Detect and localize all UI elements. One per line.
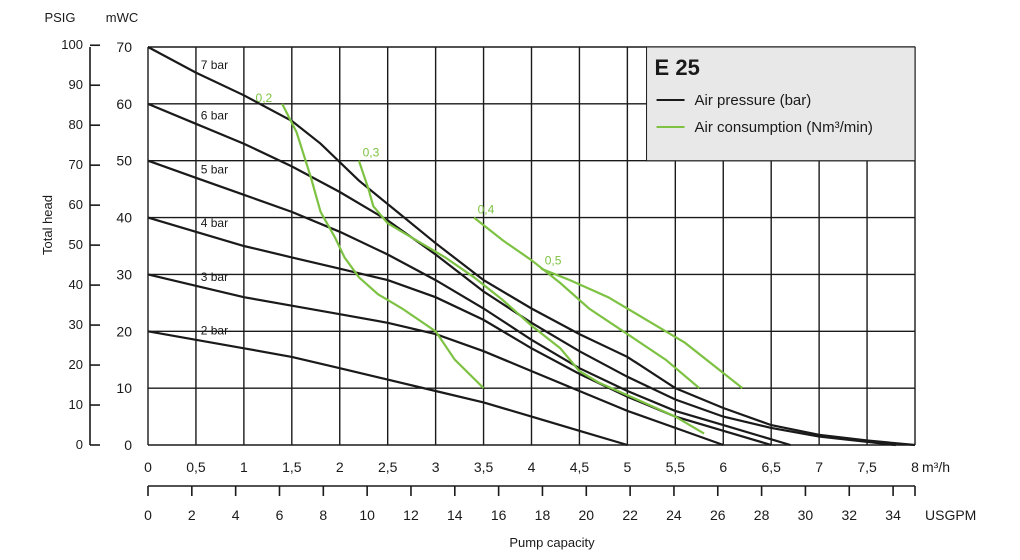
x-primary-tick-label: 8 — [911, 459, 919, 475]
x-primary-tick-label: 5,5 — [666, 459, 686, 475]
x-primary-tick-label: 6 — [719, 459, 727, 475]
consumption-curve-label: 0,4 — [478, 203, 495, 217]
y-secondary-tick-label: 80 — [69, 117, 83, 132]
y-secondary-tick-label: 30 — [69, 317, 83, 332]
x-secondary-tick-label: 16 — [491, 507, 507, 523]
pressure-curve-line — [147, 159, 791, 447]
pressure-curve-label: 4 bar — [201, 216, 228, 230]
x-primary-tick-label: 7,5 — [857, 459, 877, 475]
x-primary-tick-label: 4,5 — [570, 459, 590, 475]
pressure-curve-line — [147, 46, 916, 447]
consumption-curve-line — [473, 216, 701, 389]
y-secondary-tick-label: 20 — [69, 357, 83, 372]
x-secondary-tick-label: 0 — [144, 507, 152, 523]
pressure-curve-line — [147, 330, 628, 447]
consumption-curve-label: 0,3 — [363, 146, 380, 160]
x-primary-tick-label: 3,5 — [474, 459, 494, 475]
consumption-curve-line — [281, 103, 485, 389]
y-primary-tick-label: 50 — [116, 153, 132, 169]
pressure-curve-label: 7 bar — [201, 58, 228, 72]
x-primary-tick-label: 2 — [336, 459, 344, 475]
y-axis-title: Total head — [40, 195, 55, 255]
air-consumption-curves: 0,2 0,3 0,4 0,5 — [256, 91, 744, 435]
y-primary-tick-label: 10 — [116, 380, 132, 396]
x-primary-tick-label: 7 — [815, 459, 823, 475]
x-secondary-tick-label: 32 — [841, 507, 857, 523]
y-secondary-tick-label: 0 — [76, 437, 83, 452]
x-secondary-tick-label: 4 — [232, 507, 240, 523]
y-secondary-tick-label: 90 — [69, 77, 83, 92]
y-secondary-tick-label: 60 — [69, 197, 83, 212]
y-primary-tick-label: 30 — [116, 266, 132, 282]
x-primary-tick-label: 2,5 — [378, 459, 398, 475]
x-secondary-tick-label: 28 — [754, 507, 770, 523]
x-secondary-tick-label: 24 — [666, 507, 682, 523]
y-primary-tick-label: 70 — [116, 39, 132, 55]
y-secondary-tick-label: 40 — [69, 277, 83, 292]
x-primary-tick-label: 0,5 — [186, 459, 206, 475]
x-secondary-tick-label: 22 — [622, 507, 638, 523]
x-primary-unit-label: m³/h — [922, 459, 950, 475]
pressure-curve-line — [147, 273, 724, 447]
legend-label-air-pressure: Air pressure (bar) — [695, 92, 812, 109]
x-primary-tick-label: 6,5 — [761, 459, 781, 475]
x-secondary-unit-label: USGPM — [925, 507, 976, 523]
legend-label-air-consumption: Air consumption (Nm³/min) — [695, 119, 873, 136]
air-pressure-curves: 7 bar 6 bar 5 bar 4 bar 3 bar 2 bar — [147, 46, 916, 447]
y-primary-tick-label: 0 — [124, 437, 132, 453]
x-secondary-tick-label: 8 — [319, 507, 327, 523]
chart-title: E 25 — [655, 55, 700, 80]
x-secondary-tick-label: 6 — [276, 507, 284, 523]
pressure-curve-line — [147, 102, 896, 447]
x-primary-tick-label: 3 — [432, 459, 440, 475]
x-secondary-tick-label: 10 — [359, 507, 375, 523]
consumption-curve-line — [357, 160, 705, 435]
consumption-curve-label: 0,2 — [256, 91, 273, 105]
x-primary-tick-label: 0 — [144, 459, 152, 475]
x-primary-tick-label: 1 — [240, 459, 248, 475]
pressure-curve-label: 2 bar — [201, 324, 228, 338]
consumption-curve-label: 0,5 — [545, 254, 562, 268]
y-primary-tick-label: 20 — [116, 323, 132, 339]
y-primary-tick-label: 40 — [116, 210, 132, 226]
x-primary-tick-label: 4 — [528, 459, 536, 475]
x-secondary-tick-label: 18 — [535, 507, 551, 523]
x-primary-tick-label: 5 — [623, 459, 631, 475]
x-secondary-tick-label: 30 — [798, 507, 814, 523]
pressure-curve-label: 3 bar — [201, 270, 228, 284]
legend-background — [646, 46, 916, 162]
x-secondary-tick-label: 14 — [447, 507, 463, 523]
y-secondary-tick-label: 70 — [69, 157, 83, 172]
chart-axes: PSIG mWC Total head m³/h USGPM Pump capa… — [40, 10, 976, 550]
consumption-curve-line — [540, 267, 744, 389]
x-primary-tick-label: 1,5 — [282, 459, 302, 475]
x-secondary-tick-label: 20 — [578, 507, 594, 523]
y-primary-tick-label: 60 — [116, 96, 132, 112]
y-secondary-unit-label: PSIG — [44, 10, 75, 25]
x-secondary-tick-label: 26 — [710, 507, 726, 523]
x-secondary-tick-label: 34 — [885, 507, 901, 523]
y-secondary-tick-label: 50 — [69, 237, 83, 252]
pressure-curve-label: 6 bar — [201, 109, 228, 123]
x-secondary-tick-label: 2 — [188, 507, 196, 523]
legend: E 25 Air pressure (bar) Air consumption … — [646, 46, 916, 162]
y-primary-unit-label: mWC — [106, 10, 139, 25]
y-secondary-tick-label: 10 — [69, 397, 83, 412]
x-secondary-tick-label: 12 — [403, 507, 419, 523]
y-secondary-tick-label: 100 — [61, 37, 83, 52]
x-axis-title: Pump capacity — [509, 535, 595, 550]
pressure-curve-label: 5 bar — [201, 162, 228, 176]
